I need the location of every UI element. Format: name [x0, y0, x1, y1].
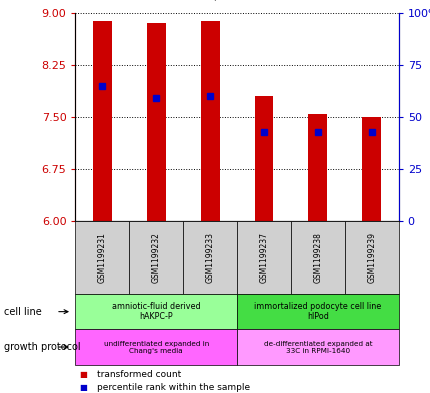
- Text: undifferentiated expanded in
Chang's media: undifferentiated expanded in Chang's med…: [103, 340, 209, 354]
- Text: GSM1199231: GSM1199231: [98, 232, 107, 283]
- Text: GDS5080 / 8015432: GDS5080 / 8015432: [145, 0, 285, 1]
- Text: ■: ■: [80, 383, 87, 392]
- Text: GSM1199233: GSM1199233: [205, 232, 214, 283]
- Bar: [254, 96, 273, 221]
- Bar: [93, 21, 111, 221]
- Text: GSM1199239: GSM1199239: [366, 232, 375, 283]
- Bar: [308, 114, 326, 221]
- Text: amniotic-fluid derived
hAKPC-P: amniotic-fluid derived hAKPC-P: [112, 302, 200, 321]
- Text: percentile rank within the sample: percentile rank within the sample: [97, 383, 249, 392]
- Bar: [362, 117, 380, 221]
- Text: cell line: cell line: [4, 307, 42, 317]
- Text: GSM1199238: GSM1199238: [313, 232, 322, 283]
- Text: GSM1199237: GSM1199237: [259, 232, 268, 283]
- Text: de-differentiated expanded at
33C in RPMI-1640: de-differentiated expanded at 33C in RPM…: [263, 340, 372, 354]
- Text: immortalized podocyte cell line
hIPod: immortalized podocyte cell line hIPod: [254, 302, 381, 321]
- Text: GSM1199232: GSM1199232: [151, 232, 160, 283]
- Text: transformed count: transformed count: [97, 370, 181, 379]
- Text: ■: ■: [80, 370, 87, 379]
- Bar: [200, 21, 219, 221]
- Bar: [147, 24, 165, 221]
- Text: growth protocol: growth protocol: [4, 342, 81, 352]
